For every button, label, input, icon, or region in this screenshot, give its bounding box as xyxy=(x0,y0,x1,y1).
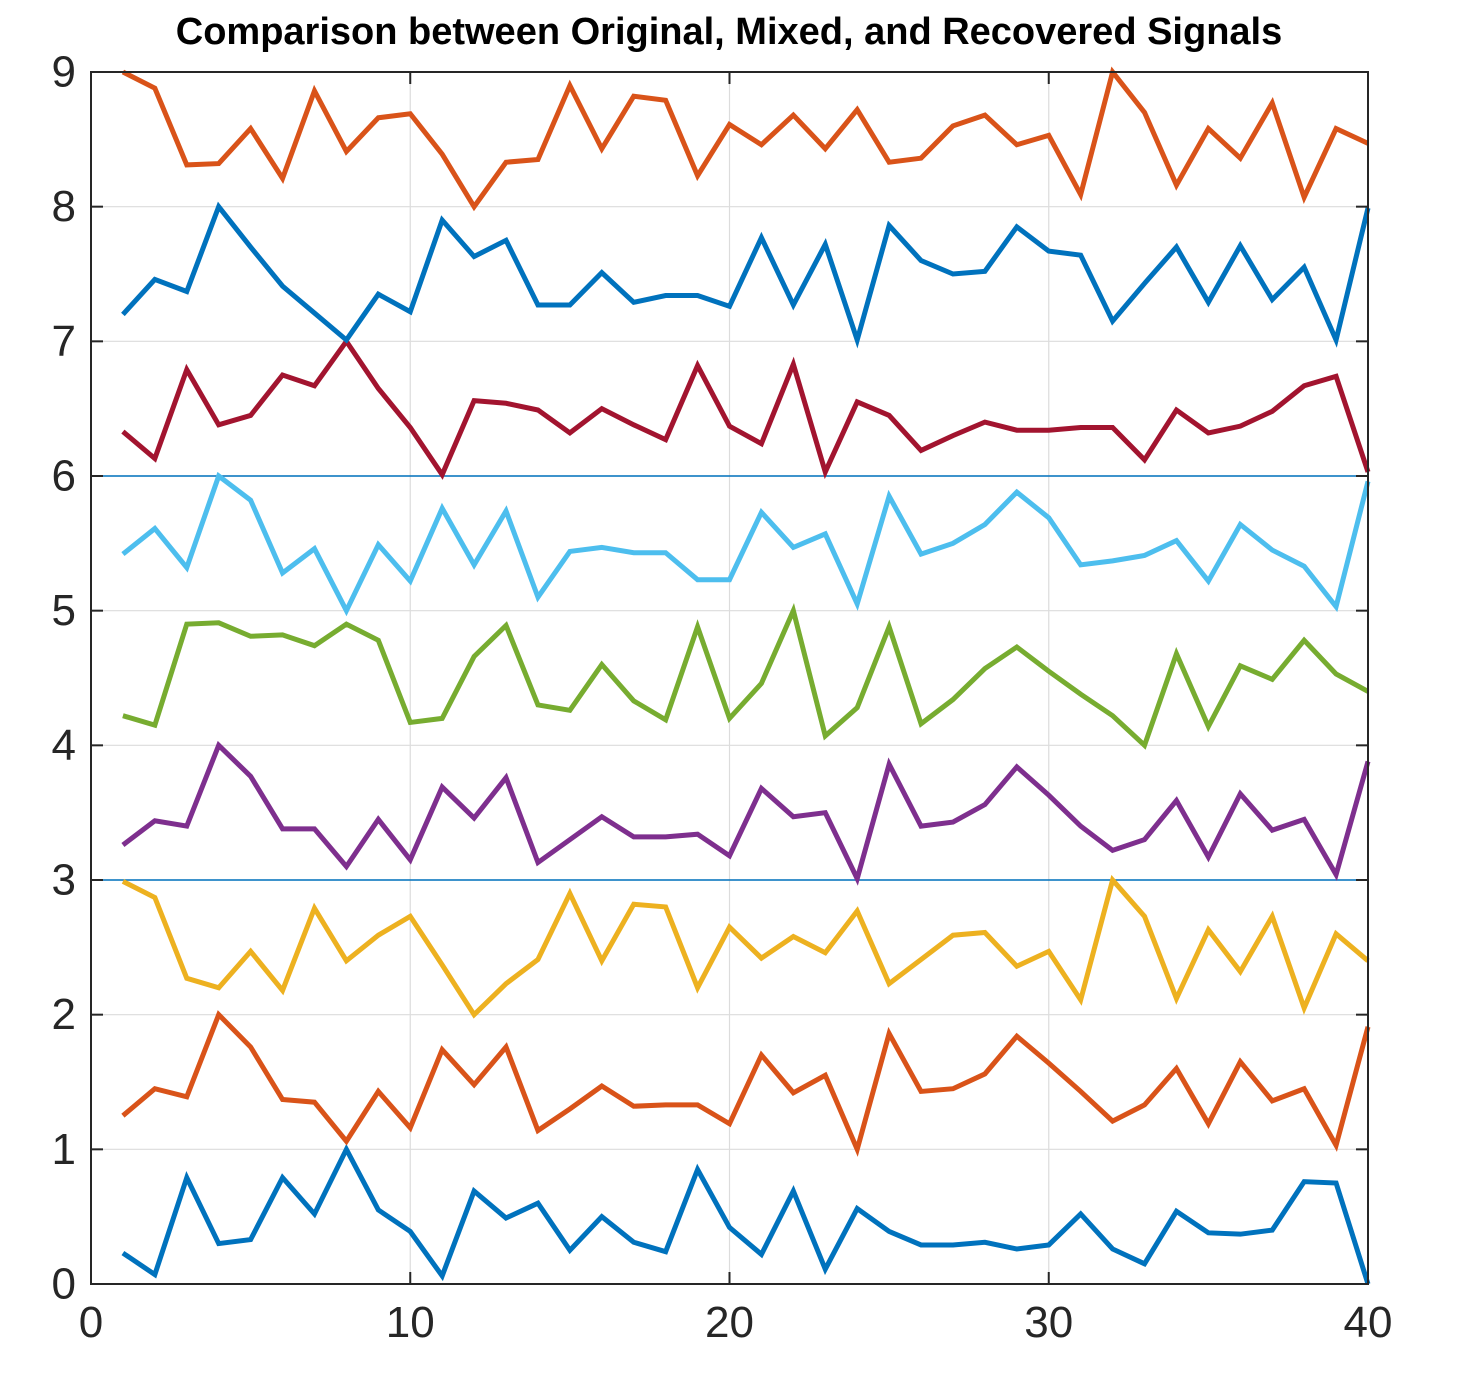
y-tick-label: 5 xyxy=(52,586,76,635)
chart-title: Comparison between Original, Mixed, and … xyxy=(175,11,1283,53)
series-line-5 xyxy=(122,603,1370,750)
series-line-6 xyxy=(121,471,1371,617)
y-tick-label: 4 xyxy=(52,721,76,770)
tick-labels: 0 10 20 30 40 0 1 2 3 4 5 6 7 8 9 xyxy=(52,48,1393,1348)
series-line-1 xyxy=(121,1143,1371,1285)
y-tick-label: 7 xyxy=(52,317,76,366)
x-tick-label: 0 xyxy=(79,1298,103,1347)
x-tick-label: 20 xyxy=(705,1298,754,1347)
y-tick-label: 6 xyxy=(52,452,76,501)
y-tick-label: 8 xyxy=(52,182,76,231)
x-tick-label: 40 xyxy=(1344,1298,1393,1347)
y-tick-label: 1 xyxy=(52,1125,76,1174)
separator-lines xyxy=(91,475,1368,881)
y-tick-label: 0 xyxy=(52,1260,76,1309)
series-lines xyxy=(121,66,1371,1285)
series-line-8 xyxy=(121,201,1371,349)
y-tick-label: 2 xyxy=(52,990,76,1039)
series-line-3 xyxy=(121,874,1370,1019)
series-line-2 xyxy=(121,1010,1371,1157)
series-line-7 xyxy=(121,336,1371,480)
axes xyxy=(90,71,1369,1285)
series-line-9 xyxy=(121,66,1370,212)
x-tick-label: 30 xyxy=(1024,1298,1073,1347)
y-tick-label: 3 xyxy=(52,856,76,905)
x-tick-label: 10 xyxy=(386,1298,435,1347)
series-line-4 xyxy=(121,740,1371,886)
y-tick-label: 9 xyxy=(52,48,76,97)
